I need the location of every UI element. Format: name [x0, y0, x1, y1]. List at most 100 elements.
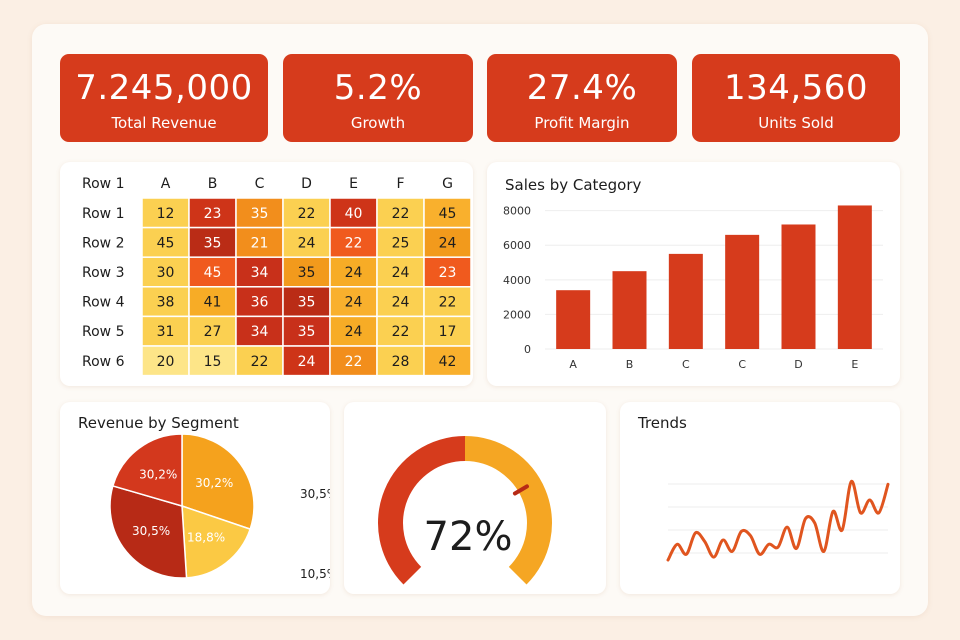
kpi-label: Units Sold [758, 114, 834, 132]
heatmap-cell [423, 226, 472, 258]
heatmap-cell [329, 226, 378, 258]
heatmap-cell-value: 35 [298, 324, 316, 340]
heatmap-cell-value: 38 [157, 295, 175, 311]
heatmap-column-label: C [255, 176, 265, 192]
heatmap-cell [235, 315, 284, 347]
heatmap-column-label: D [301, 176, 312, 192]
heatmap: Row 1 A B C D E F G Row 1 12 23 35 22 40 22 45 Row 2 45 35… [82, 176, 472, 377]
bar [725, 234, 760, 349]
pie-slice-label: 30,2% [139, 467, 177, 481]
pie-slice [181, 504, 252, 579]
heatmap-cell-value: 42 [439, 354, 457, 370]
heatmap-corner-label: Row 1 [82, 176, 124, 192]
heatmap-cell-value: 27 [204, 324, 222, 340]
kpi-value: 5.2% [333, 68, 423, 108]
x-tick-label: C [738, 358, 746, 371]
heatmap-cell-value: 30 [157, 265, 175, 281]
heatmap-cell [376, 286, 425, 318]
heatmap-cell-value: 23 [439, 265, 457, 281]
heatmap-cell [188, 286, 237, 318]
pie-chart-title: Revenue by Segment [78, 414, 239, 432]
heatmap-cell [329, 345, 378, 377]
bar [781, 224, 816, 349]
heatmap-cell-value: 31 [157, 324, 175, 340]
heatmap-row-label: Row 4 [82, 295, 125, 311]
bar [668, 253, 703, 349]
trend-line [666, 479, 890, 562]
kpi-value: 27.4% [526, 68, 638, 108]
pie-chart: 30,2% 18,8% 30,5% 30,2% 30,5% 10,5% [109, 433, 338, 581]
kpi-growth[interactable]: 5.2% Growth [283, 54, 473, 142]
pie-outer-label: 10,5% [300, 567, 330, 581]
sales-by-category-card: Sales by Category 0 2000 4000 6000 8000 A B C C D… [487, 162, 900, 386]
heatmap-cell-value: 22 [345, 354, 363, 370]
heatmap-cell [376, 197, 425, 229]
heatmap-cell [141, 345, 190, 377]
heatmap-column-label: F [396, 176, 404, 192]
heatmap-cell-value: 45 [439, 206, 457, 222]
heatmap-cell-value: 35 [251, 206, 269, 222]
heatmap-row-label: Row 1 [82, 206, 124, 222]
heatmap-column-label: A [161, 176, 171, 192]
gauge-band-high [465, 436, 552, 585]
heatmap-row-label: Row 5 [82, 324, 124, 340]
kpi-total-revenue[interactable]: 7.245,000 Total Revenue [60, 54, 268, 142]
heatmap-cell-value: 12 [157, 206, 175, 222]
gauge-needle [512, 484, 529, 496]
heatmap-cell-value: 22 [392, 206, 410, 222]
kpi-units-sold[interactable]: 134,560 Units Sold [692, 54, 900, 142]
heatmap-column-label: E [349, 176, 358, 192]
heatmap-cell-value: 20 [157, 354, 175, 370]
heatmap-cell-value: 24 [345, 295, 363, 311]
heatmap-cell-value: 35 [298, 295, 316, 311]
heatmap-cell-value: 24 [298, 354, 316, 370]
heatmap-cell-value: 24 [345, 324, 363, 340]
gauge-value: 72% [424, 514, 513, 560]
heatmap-cell-value: 22 [345, 235, 363, 251]
heatmap-cell-value: 34 [251, 265, 269, 281]
heatmap-cell-value: 41 [204, 295, 222, 311]
heatmap-row-label: Row 6 [82, 354, 125, 370]
heatmap-card: Row 1 A B C D E F G Row 1 12 23 35 22 40 22 45 Row 2 45 35… [60, 162, 473, 386]
heatmap-cell-value: 22 [251, 354, 269, 370]
heatmap-column-label: B [208, 176, 218, 192]
gauge-band-low [378, 436, 465, 585]
x-tick-label: E [851, 358, 858, 371]
heatmap-cell-value: 22 [439, 295, 457, 311]
y-tick-label: 8000 [503, 205, 531, 218]
pie-slice-label: 30,5% [132, 524, 170, 538]
heatmap-cell-value: 24 [345, 265, 363, 281]
heatmap-cell [188, 345, 237, 377]
heatmap-cell-value: 45 [157, 235, 175, 251]
x-tick-label: C [682, 358, 690, 371]
bar-chart: 0 2000 4000 6000 8000 A B C C D E [503, 205, 883, 371]
x-tick-label: B [626, 358, 634, 371]
kpi-label: Profit Margin [534, 114, 630, 132]
heatmap-cell [329, 256, 378, 288]
pie-slice-label: 18,8% [187, 530, 225, 544]
kpi-label: Growth [350, 114, 406, 132]
trends-card: Trends 010205060 [620, 402, 900, 608]
pie-slice [109, 484, 188, 579]
pie-outer-label: 30,5% [300, 487, 330, 501]
heatmap-row-label: Row 2 [82, 235, 124, 251]
heatmap-cell [141, 226, 190, 258]
bar [612, 271, 647, 349]
line-chart-title: Trends [638, 414, 687, 432]
heatmap-cell [376, 256, 425, 288]
heatmap-row-label: Row 3 [82, 265, 124, 281]
bar [556, 290, 591, 349]
heatmap-cell-value: 24 [392, 295, 410, 311]
heatmap-cell-value: 28 [392, 354, 410, 370]
heatmap-cell-value: 35 [204, 235, 222, 251]
pie-slice [181, 433, 255, 531]
kpi-value: 134,560 [723, 68, 869, 108]
kpi-profit-margin[interactable]: 27.4% Profit Margin [487, 54, 677, 142]
heatmap-cell-value: 23 [204, 206, 222, 222]
heatmap-cell-value: 24 [298, 235, 316, 251]
heatmap-cell [376, 345, 425, 377]
heatmap-cell [235, 226, 284, 258]
heatmap-cell-value: 35 [298, 265, 316, 281]
heatmap-cell [423, 345, 472, 377]
heatmap-cell-value: 45 [204, 265, 222, 281]
